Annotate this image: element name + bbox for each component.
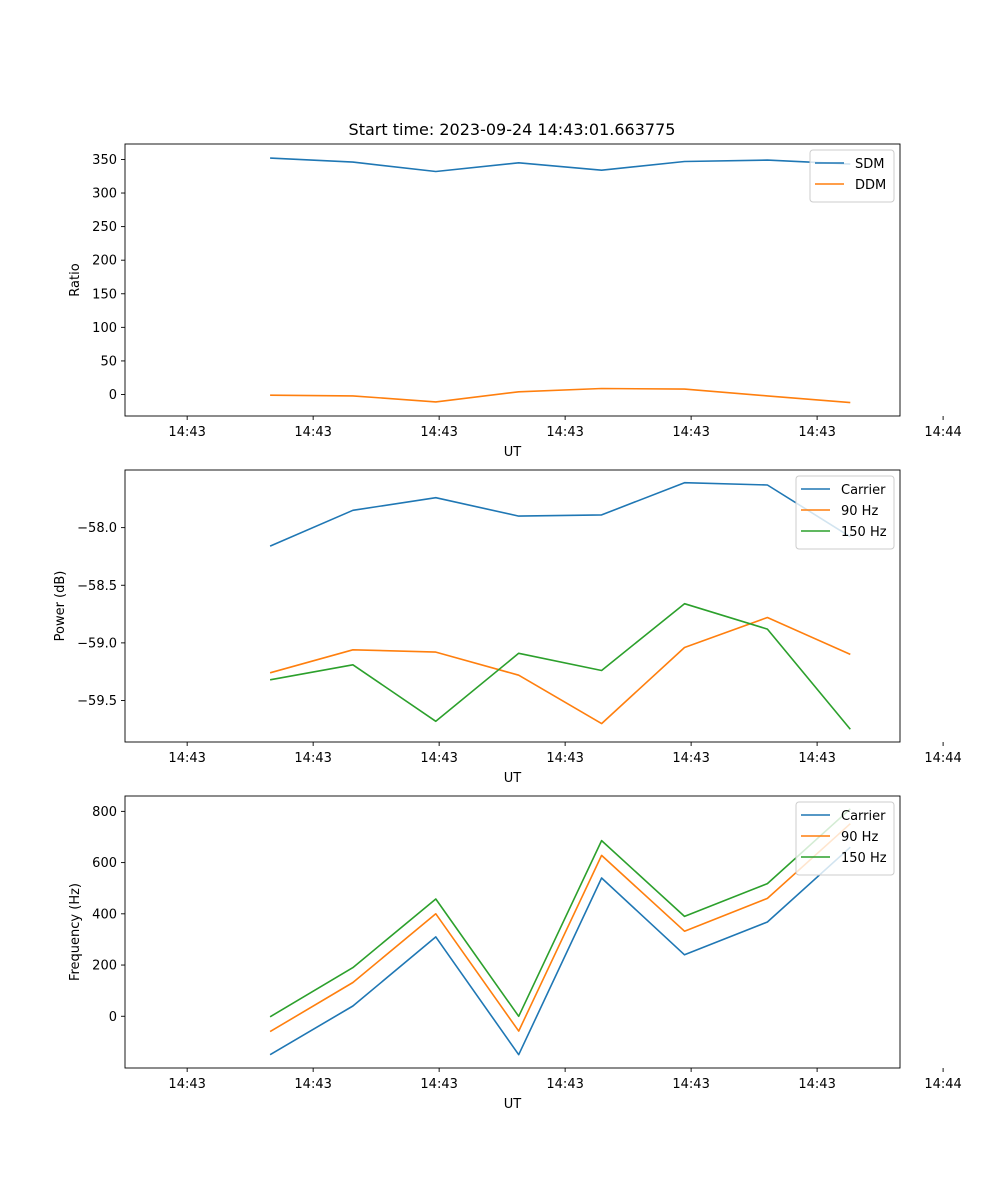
- x-tick-label: 14:43: [672, 425, 709, 440]
- y-tick-label: −58.5: [77, 579, 117, 594]
- y-tick-label: 50: [100, 354, 117, 369]
- x-tick-label: 14:43: [168, 425, 205, 440]
- y-tick-label: 0: [109, 388, 117, 403]
- x-tick-label: 14:43: [420, 425, 457, 440]
- x-tick-label: 14:43: [420, 751, 457, 766]
- y-tick-label: 600: [92, 856, 117, 871]
- legend-label: 150 Hz: [841, 851, 887, 866]
- x-tick-label: 14:43: [672, 751, 709, 766]
- y-tick-label: −59.5: [77, 694, 117, 709]
- series-line-carrier: [269, 846, 851, 1056]
- x-tick-label: 14:43: [168, 1077, 205, 1092]
- series-line-ddm: [270, 387, 851, 404]
- x-tick-label: 14:43: [168, 751, 205, 766]
- y-tick-label: 100: [92, 321, 117, 336]
- legend-label: 90 Hz: [841, 830, 878, 845]
- legend-label: Carrier: [841, 483, 886, 498]
- figure-title: Start time: 2023-09-24 14:43:01.663775: [349, 120, 676, 139]
- legend-label: Carrier: [841, 809, 886, 824]
- legend-label: 150 Hz: [841, 525, 887, 540]
- y-tick-label: 200: [92, 959, 117, 974]
- x-tick-label: 14:43: [546, 425, 583, 440]
- x-tick-label: 14:43: [798, 751, 835, 766]
- y-tick-label: −59.0: [77, 636, 117, 651]
- legend-label: DDM: [855, 178, 886, 193]
- legend-label: SDM: [855, 157, 884, 172]
- x-tick-label: 14:44: [924, 1077, 961, 1092]
- x-tick-label: 14:43: [798, 425, 835, 440]
- series-line-90-hz: [269, 823, 851, 1033]
- series-line-150-hz: [269, 808, 851, 1018]
- x-axis-label: UT: [504, 771, 522, 786]
- y-axis-label: Frequency (Hz): [68, 883, 83, 981]
- power-chart: 14:43 14:43 14:43 14:43 14:43 14:43 14:44 −59.5…: [53, 469, 962, 786]
- x-axis-label: UT: [504, 1097, 522, 1112]
- y-tick-label: 800: [92, 805, 117, 820]
- x-tick-label: 14:44: [924, 751, 961, 766]
- plot-frame: [124, 143, 901, 417]
- x-axis-label: UT: [504, 445, 522, 460]
- y-axis-label: Power (dB): [53, 571, 68, 642]
- x-tick-label: 14:43: [546, 751, 583, 766]
- y-tick-label: −58.0: [77, 521, 117, 536]
- x-tick-label: 14:43: [294, 425, 331, 440]
- frequency-chart: 14:43 14:43 14:43 14:43 14:43 14:43 14:44 0 200 4…: [68, 795, 962, 1112]
- legend-label: 90 Hz: [841, 504, 878, 519]
- y-tick-label: 350: [92, 153, 117, 168]
- y-tick-label: 200: [92, 254, 117, 269]
- x-tick-label: 14:43: [672, 1077, 709, 1092]
- x-tick-label: 14:43: [420, 1077, 457, 1092]
- y-tick-label: 0: [109, 1010, 117, 1025]
- series-line-sdm: [270, 157, 851, 173]
- x-tick-label: 14:44: [924, 425, 961, 440]
- ratio-chart: 14:43 14:43 14:43 14:43 14:43 14:43 14:44 0 50 10…: [68, 143, 962, 460]
- plot-frame: [124, 469, 901, 743]
- x-tick-label: 14:43: [546, 1077, 583, 1092]
- series-line-150-hz: [269, 602, 851, 730]
- y-tick-label: 300: [92, 187, 117, 202]
- plot-frame: [124, 795, 901, 1069]
- y-tick-label: 400: [92, 907, 117, 922]
- x-tick-label: 14:43: [294, 1077, 331, 1092]
- series-line-90-hz: [269, 616, 851, 725]
- series-line-carrier: [269, 481, 851, 547]
- x-tick-label: 14:43: [798, 1077, 835, 1092]
- y-tick-label: 150: [92, 287, 117, 302]
- y-tick-label: 250: [92, 220, 117, 235]
- x-tick-label: 14:43: [294, 751, 331, 766]
- y-axis-label: Ratio: [68, 263, 83, 296]
